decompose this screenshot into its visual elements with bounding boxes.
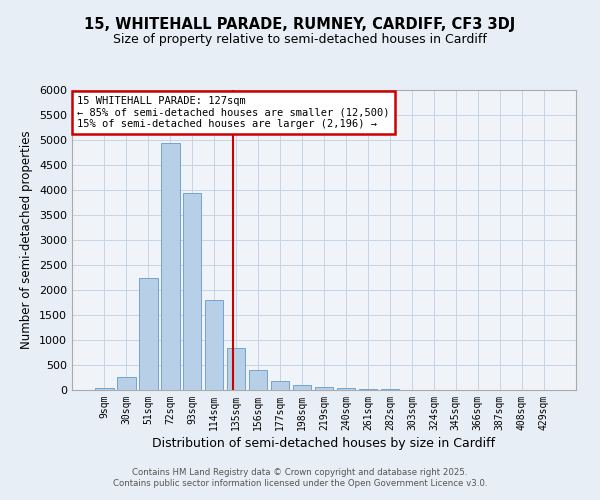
Text: 15 WHITEHALL PARADE: 127sqm
← 85% of semi-detached houses are smaller (12,500)
1: 15 WHITEHALL PARADE: 127sqm ← 85% of sem…: [77, 96, 389, 129]
X-axis label: Distribution of semi-detached houses by size in Cardiff: Distribution of semi-detached houses by …: [152, 437, 496, 450]
Text: 15, WHITEHALL PARADE, RUMNEY, CARDIFF, CF3 3DJ: 15, WHITEHALL PARADE, RUMNEY, CARDIFF, C…: [85, 18, 515, 32]
Bar: [95, 388, 113, 390]
Bar: [293, 385, 311, 390]
Y-axis label: Number of semi-detached properties: Number of semi-detached properties: [20, 130, 34, 350]
Text: Contains HM Land Registry data © Crown copyright and database right 2025.
Contai: Contains HM Land Registry data © Crown c…: [113, 468, 487, 487]
Bar: [117, 376, 136, 390]
Bar: [249, 370, 268, 390]
Bar: [314, 387, 334, 390]
Bar: [337, 388, 355, 390]
Text: Size of property relative to semi-detached houses in Cardiff: Size of property relative to semi-detach…: [113, 32, 487, 46]
Bar: [139, 278, 158, 390]
Bar: [380, 389, 399, 390]
Bar: [183, 192, 202, 390]
Bar: [205, 300, 223, 390]
Bar: [161, 142, 179, 390]
Bar: [271, 381, 289, 390]
Bar: [359, 388, 377, 390]
Bar: [227, 348, 245, 390]
